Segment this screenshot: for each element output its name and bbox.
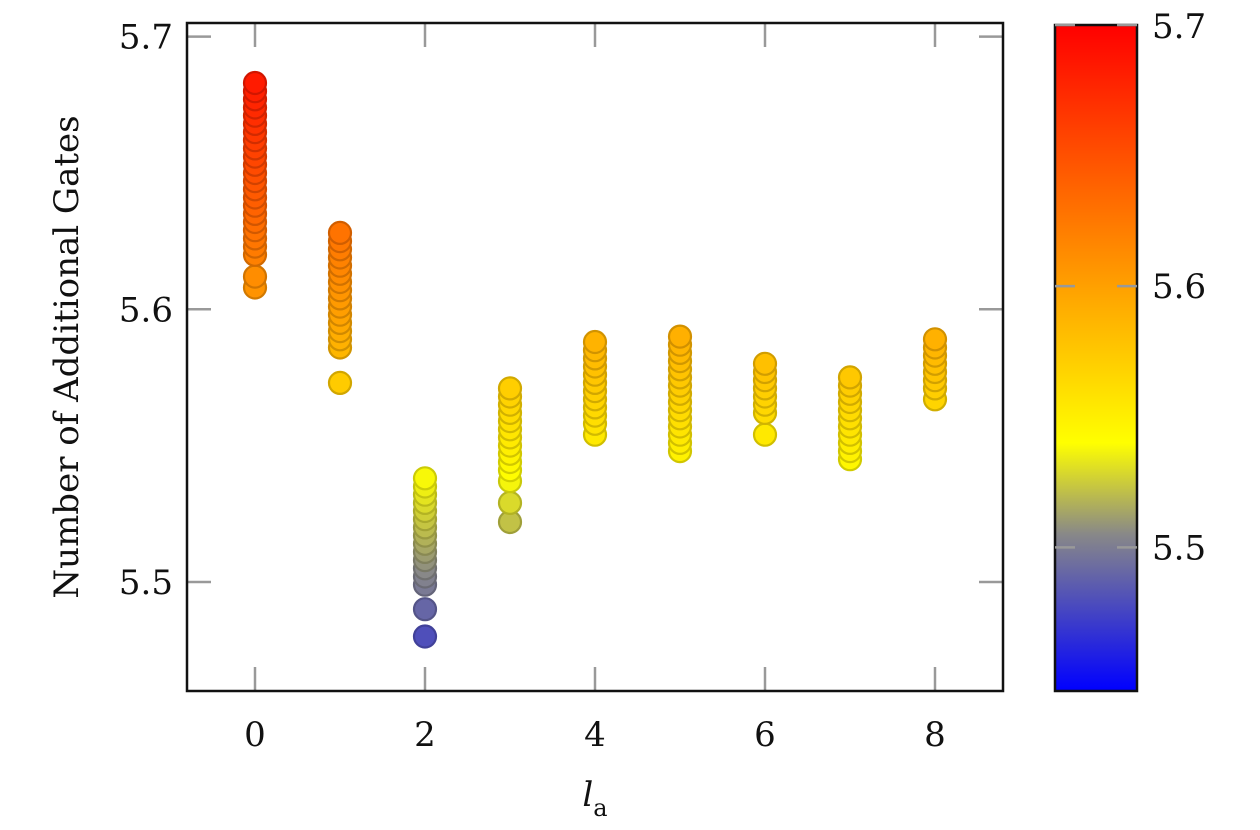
data-point (412, 597, 438, 622)
colorbar-ticks: 5.5 5.6 5.7 (1055, 7, 1206, 568)
data-point (412, 466, 438, 491)
x-tick-label: 4 (584, 715, 606, 755)
colorbar-tick-label: 5.6 (1152, 267, 1206, 307)
colorbar-tick-label: 5.7 (1152, 7, 1206, 47)
plot-frame (185, 21, 1005, 693)
data-point (497, 376, 523, 401)
x-tick-label: 0 (244, 715, 266, 755)
axis-ticks: 0 2 4 6 8 5.5 5.6 5.7 (119, 18, 1003, 755)
y-axis-title: Number of Additional Gates (47, 115, 87, 598)
x-axis-title: la (582, 775, 607, 822)
data-point (497, 490, 523, 515)
data-point (242, 70, 268, 96)
y-tick-label: 5.6 (119, 290, 173, 330)
data-point (327, 370, 353, 395)
y-tick-label: 5.7 (119, 18, 173, 58)
data-point (752, 351, 778, 376)
x-tick-label: 2 (414, 715, 436, 755)
data-point (922, 327, 948, 352)
data-point (752, 422, 778, 447)
data-point (582, 329, 608, 355)
colorbar-tick-label: 5.5 (1152, 528, 1206, 568)
data-point (327, 220, 353, 245)
data-points (242, 70, 948, 649)
x-tick-label: 8 (924, 715, 946, 755)
x-axis-title-main: l (582, 775, 593, 815)
y-tick-label: 5.5 (119, 563, 173, 603)
data-point (242, 264, 268, 289)
x-tick-label: 6 (754, 715, 776, 755)
x-axis-title-subscript: a (593, 794, 607, 822)
colorbar (1053, 23, 1139, 693)
data-point (837, 365, 863, 390)
data-point (412, 624, 438, 649)
data-point (667, 324, 693, 349)
